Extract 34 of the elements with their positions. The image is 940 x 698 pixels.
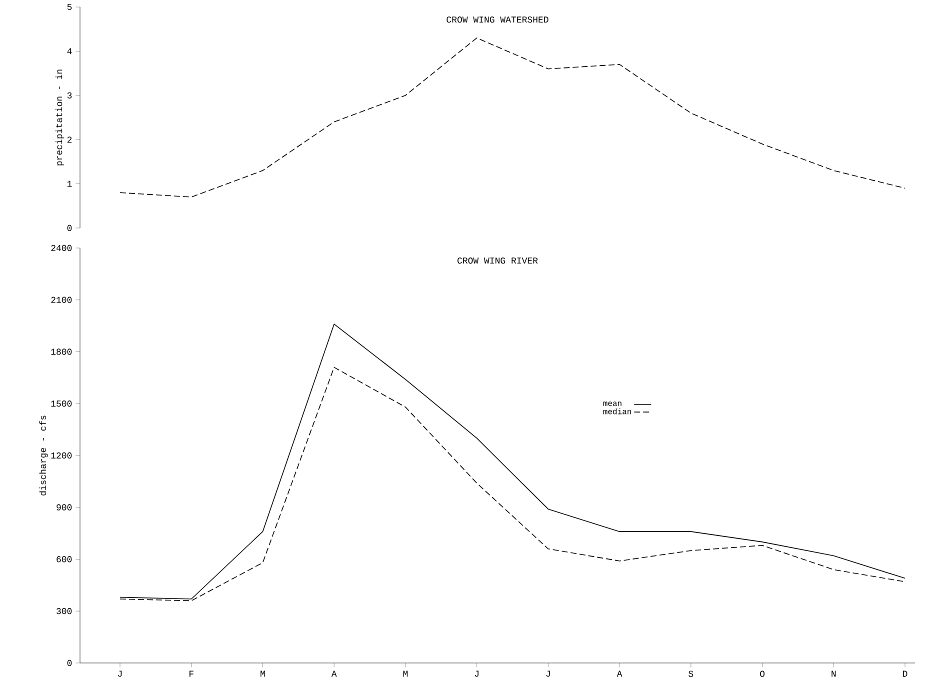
x-tick-label: J xyxy=(474,670,478,677)
x-tick-label: A xyxy=(331,670,337,677)
x-tick-label: M xyxy=(403,670,408,677)
y-tick-label: 1500 xyxy=(51,400,72,407)
y-axis-title: discharge - cfs xyxy=(39,416,48,496)
x-tick-label: J xyxy=(118,670,122,677)
y-tick-label: 600 xyxy=(56,556,72,562)
y-tick-label: 3 xyxy=(67,92,72,98)
line-series xyxy=(120,38,906,198)
y-axis-title: precipitation - in xyxy=(56,70,64,166)
legend-label: median xyxy=(603,408,631,414)
x-tick-label: D xyxy=(903,670,908,677)
x-tick-label: F xyxy=(190,670,194,677)
y-tick-label: 1800 xyxy=(51,348,72,355)
y-tick-label: 1 xyxy=(67,180,72,187)
x-tick-label: S xyxy=(688,670,694,677)
x-tick-label: O xyxy=(760,670,765,677)
y-tick-label: 2100 xyxy=(51,296,72,303)
y-tick-label: 4 xyxy=(67,48,72,54)
x-tick-label: A xyxy=(616,670,622,677)
y-tick-label: 5 xyxy=(67,4,72,10)
y-tick-label: 0 xyxy=(67,660,72,666)
x-tick-label: N xyxy=(832,670,836,677)
x-tick-label: M xyxy=(260,670,265,677)
x-tick-label: J xyxy=(546,670,550,677)
legend-label: mean xyxy=(603,402,622,406)
text: CROW WING RIVER xyxy=(458,258,538,264)
y-tick-label: 900 xyxy=(56,504,72,510)
y-tick-label: 2 xyxy=(67,136,72,143)
y-tick-label: 300 xyxy=(56,608,72,614)
y-tick-label: 2400 xyxy=(51,244,72,252)
text: CROW WING WATERSHED xyxy=(446,16,548,23)
y-tick-label: 1200 xyxy=(51,452,72,459)
y-tick-label: 0 xyxy=(67,224,72,232)
